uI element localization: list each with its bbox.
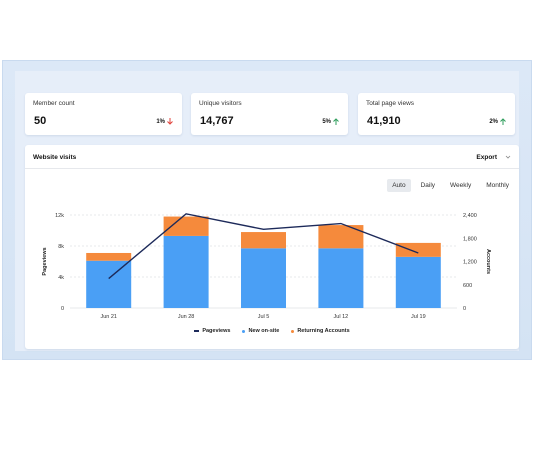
bar-new-on-site [86,260,132,308]
bar-new-on-site [318,248,364,308]
legend-swatch [242,329,246,333]
legend-item-new-on-site[interactable]: New on-site [242,328,279,334]
kpi-label: Total page views [366,100,415,107]
y2-tick-label: 2,400 [463,213,477,219]
granularity-tabs: Auto Daily Weekly Monthly [387,179,519,192]
legend-label: Pageviews [202,328,231,334]
legend-item-pageviews[interactable]: Pageviews [194,328,230,334]
y2-tick-label: 1,200 [463,260,477,266]
legend-item-returning-accounts[interactable]: Returning Accounts [291,328,350,334]
bar-returning-accounts [395,242,441,257]
y2-tick-label: 0 [463,306,466,312]
chart-legend: Pageviews New on-site Returning Accounts [25,328,519,334]
arrow-down-icon [167,118,173,125]
dashboard-frame: Member count 50 1% Unique visitors 14,76… [2,60,532,360]
kpi-value: 50 [34,115,47,127]
visits-chart: 0 4k 8k 12k 0 600 1,200 1,800 2,400 Pageviews Acco… [42,213,491,320]
y-tick-label: 8k [58,244,64,250]
kpi-value: 14,767 [200,115,234,127]
tab-weekly[interactable]: Weekly [450,182,472,189]
kpi-label: Unique visitors [199,100,242,107]
kpi-delta-text: 5% [322,118,331,125]
bar-new-on-site [395,256,441,308]
arrow-up-icon [333,118,339,125]
kpi-delta-text: 1% [156,118,165,125]
kpi-unique-visitors[interactable]: Unique visitors 14,767 5% [191,93,348,135]
bar-returning-accounts [163,216,209,236]
y2-tick-label: 600 [463,283,472,289]
dashboard-canvas: Member count 50 1% Unique visitors 14,76… [15,71,519,351]
kpi-delta: 1% [156,118,173,125]
y-tick-label: 12k [55,213,64,219]
legend-swatch [291,329,295,333]
kpi-delta-text: 2% [489,118,498,125]
x-tick-label: Jul 19 [411,314,426,320]
bar-returning-accounts [318,225,364,249]
tab-monthly[interactable]: Monthly [486,182,509,189]
kpi-value: 41,910 [367,115,401,127]
export-button[interactable]: Export [476,154,497,161]
chevron-down-icon[interactable] [505,154,511,160]
x-tick-label: Jul 5 [258,314,270,320]
kpi-member-count[interactable]: Member count 50 1% [25,93,182,135]
y2-tick-label: 1,800 [463,236,477,242]
legend-label: New on-site [248,328,280,334]
bar-returning-accounts [86,252,132,261]
y-tick-label: 0 [61,306,64,312]
x-tick-label: Jun 21 [100,314,117,320]
legend-label: Returning Accounts [297,328,350,334]
tab-auto[interactable]: Auto [387,179,411,192]
kpi-total-page-views[interactable]: Total page views 41,910 2% [358,93,515,135]
tab-daily[interactable]: Daily [420,182,436,189]
y2-axis-title: Accounts [485,249,491,274]
bar-new-on-site [163,235,209,308]
bar-returning-accounts [241,232,286,249]
y-tick-label: 4k [58,275,64,281]
bar-new-on-site [241,248,286,308]
divider [25,168,519,169]
kpi-delta: 5% [322,118,339,125]
x-tick-label: Jul 12 [334,314,349,320]
y-axis-title: Pageviews [42,247,48,275]
arrow-up-icon [500,118,506,125]
x-tick-label: Jun 28 [178,314,195,320]
kpi-label: Member count [33,100,75,107]
kpi-delta: 2% [489,118,506,125]
legend-swatch [194,330,200,332]
pageviews-line [108,213,419,280]
website-visits-card: Website visits Export Auto Daily Weekly … [25,145,519,349]
card-title: Website visits [33,154,77,161]
